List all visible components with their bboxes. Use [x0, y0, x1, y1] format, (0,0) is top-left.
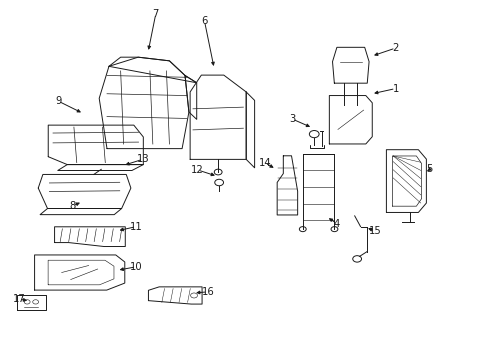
- Text: 1: 1: [392, 84, 398, 94]
- Text: 10: 10: [130, 262, 142, 272]
- Text: 16: 16: [201, 287, 214, 297]
- Text: 9: 9: [55, 96, 61, 106]
- Text: 8: 8: [70, 201, 76, 211]
- Text: 15: 15: [368, 226, 381, 236]
- Text: 2: 2: [392, 43, 398, 53]
- Text: 5: 5: [426, 164, 432, 174]
- Text: 7: 7: [152, 9, 159, 19]
- Text: 3: 3: [288, 114, 295, 124]
- Text: 11: 11: [130, 222, 142, 231]
- Text: 13: 13: [137, 154, 149, 164]
- Text: 6: 6: [201, 16, 207, 26]
- Text: 14: 14: [258, 158, 271, 168]
- Text: 4: 4: [333, 219, 340, 229]
- Text: 17: 17: [13, 294, 25, 304]
- Text: 12: 12: [191, 165, 203, 175]
